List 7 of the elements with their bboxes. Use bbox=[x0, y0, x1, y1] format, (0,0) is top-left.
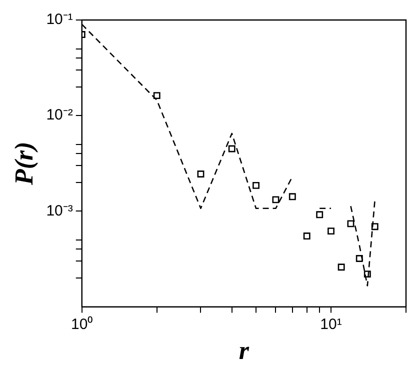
y-tick-label: 10⁻² bbox=[46, 106, 73, 124]
y-tick-label: 10⁻¹ bbox=[46, 11, 73, 28]
y-tick-label: 10⁻³ bbox=[46, 202, 73, 220]
x-tick-label: 10⁰ bbox=[71, 316, 93, 333]
x-tick-label: 10¹ bbox=[320, 316, 342, 333]
x-axis-title: r bbox=[238, 336, 250, 366]
y-axis-title: P(r) bbox=[9, 142, 38, 186]
